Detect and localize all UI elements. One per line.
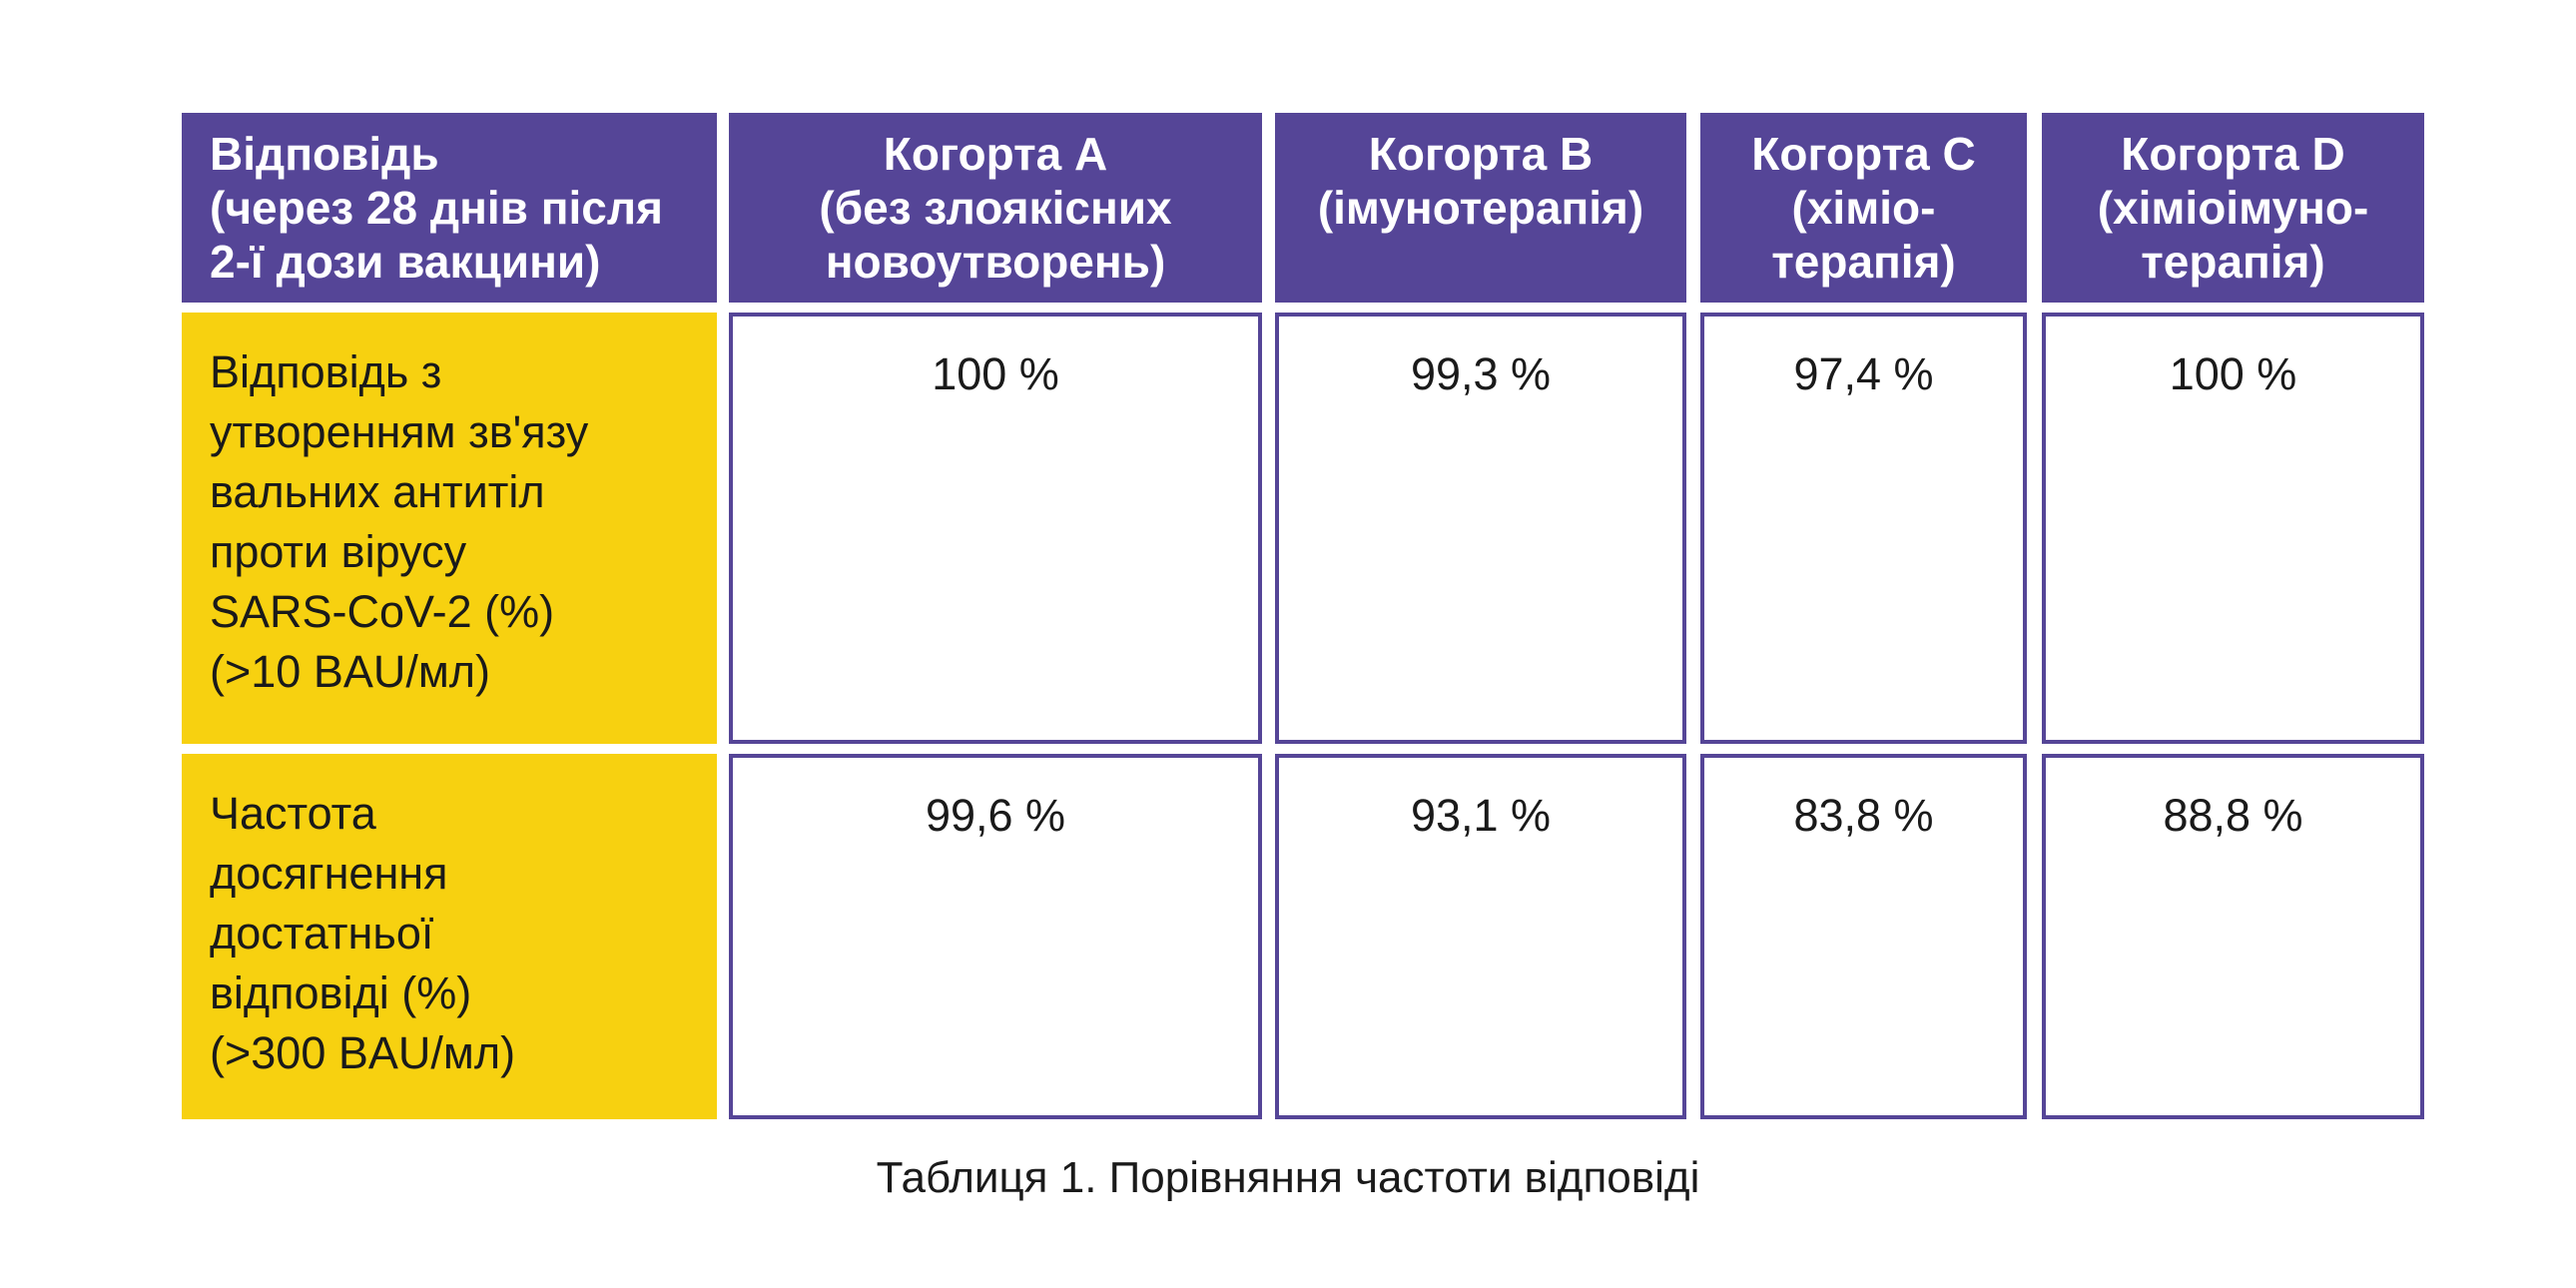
- table-cell: 99,3 %: [1275, 313, 1686, 744]
- header-response-label: Відповідь (через 28 днів після 2-ї дози …: [182, 113, 717, 303]
- row-label-antibody-response: Відповідь з утворенням зв'язу вальних ан…: [182, 313, 717, 744]
- table-caption: Таблиця 1. Порівняння частоти відповіді: [876, 1153, 1700, 1202]
- table-cell: 97,4 %: [1700, 313, 2027, 744]
- table-cell: 88,8 %: [2042, 754, 2424, 1119]
- response-table: Відповідь (через 28 днів після 2-ї дози …: [182, 113, 2424, 1119]
- table-cell: 100 %: [729, 313, 1262, 744]
- header-cohort-c: Когорта С (хіміо- терапія): [1700, 113, 2027, 303]
- table-cell: 99,6 %: [729, 754, 1262, 1119]
- table-cell: 100 %: [2042, 313, 2424, 744]
- header-cohort-b: Когорта В (імунотерапія): [1275, 113, 1686, 303]
- row-label-sufficient-response: Частота досягнення достатньої відповіді …: [182, 754, 717, 1119]
- header-cohort-d: Когорта D (хіміоімуно- терапія): [2042, 113, 2424, 303]
- table-cell: 93,1 %: [1275, 754, 1686, 1119]
- table-cell: 83,8 %: [1700, 754, 2027, 1119]
- header-cohort-a: Когорта А (без злоякісних новоутворень): [729, 113, 1262, 303]
